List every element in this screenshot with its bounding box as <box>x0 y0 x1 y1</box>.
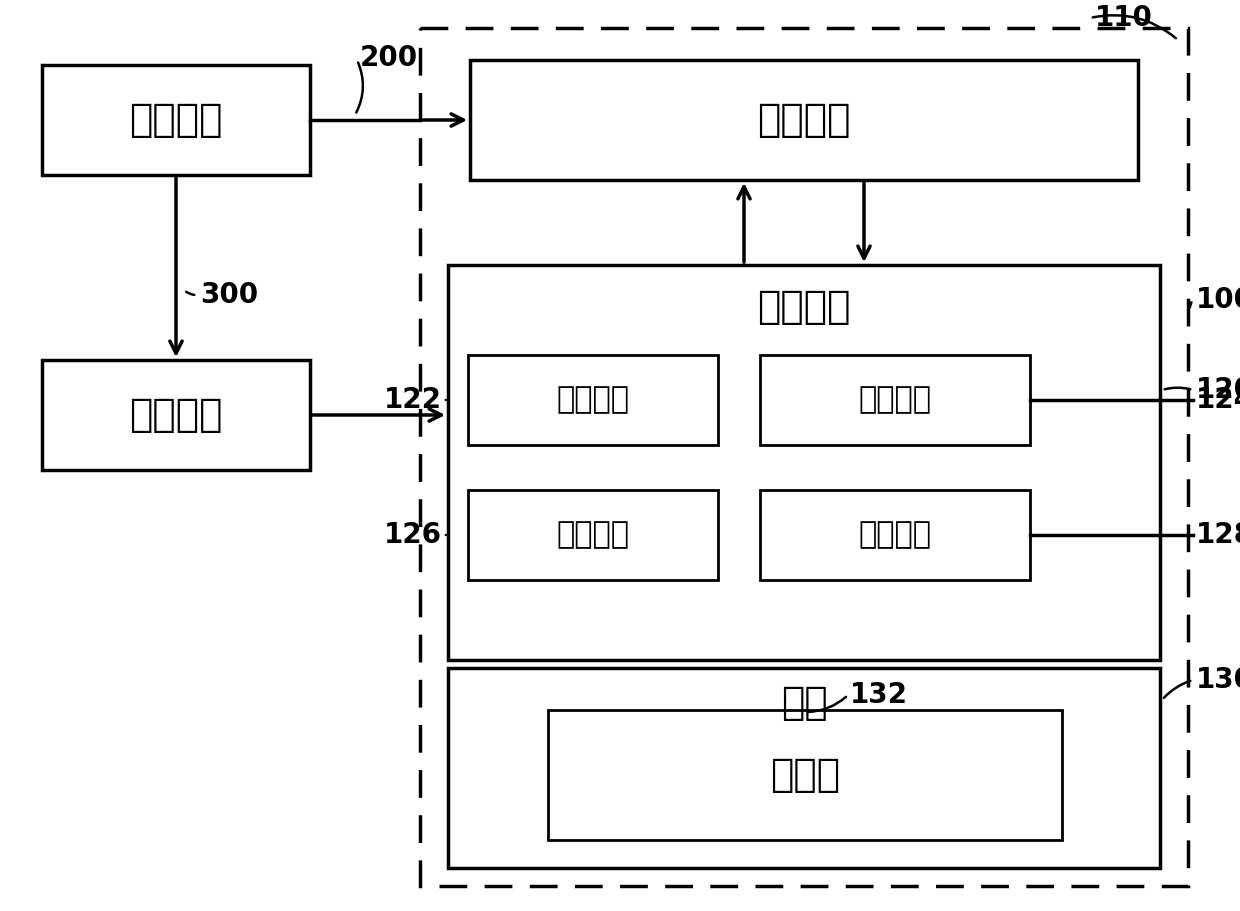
Text: 平台软件: 平台软件 <box>758 288 851 326</box>
Text: 图形显示: 图形显示 <box>557 385 630 415</box>
Bar <box>448 265 1159 660</box>
Text: 126: 126 <box>384 521 441 549</box>
Text: 124: 124 <box>1197 386 1240 414</box>
Text: 128: 128 <box>1197 521 1240 549</box>
Text: 操作控制: 操作控制 <box>858 385 931 415</box>
Text: 110: 110 <box>1095 4 1153 32</box>
Bar <box>760 490 1030 580</box>
Bar <box>467 490 718 580</box>
Text: 120: 120 <box>1197 376 1240 404</box>
Bar <box>448 668 1159 868</box>
Text: 132: 132 <box>849 681 908 709</box>
Bar <box>760 355 1030 445</box>
Text: 组态软件: 组态软件 <box>129 396 223 434</box>
Text: 200: 200 <box>360 44 418 72</box>
Text: 组态文件: 组态文件 <box>758 101 851 139</box>
Bar <box>42 65 310 175</box>
Text: 130: 130 <box>1197 666 1240 694</box>
Bar <box>548 710 1061 840</box>
Bar <box>420 28 1188 886</box>
Text: 300: 300 <box>200 281 258 309</box>
Text: 122: 122 <box>384 386 441 414</box>
Text: 100: 100 <box>1197 286 1240 314</box>
Bar <box>42 360 310 470</box>
Bar <box>470 60 1138 180</box>
Text: 工程数据: 工程数据 <box>129 101 223 139</box>
Text: 硬件驱动: 硬件驱动 <box>557 520 630 549</box>
Text: 控制器: 控制器 <box>770 756 839 794</box>
Bar <box>467 355 718 445</box>
Text: 硬件: 硬件 <box>781 684 827 722</box>
Text: 数据通信: 数据通信 <box>858 520 931 549</box>
